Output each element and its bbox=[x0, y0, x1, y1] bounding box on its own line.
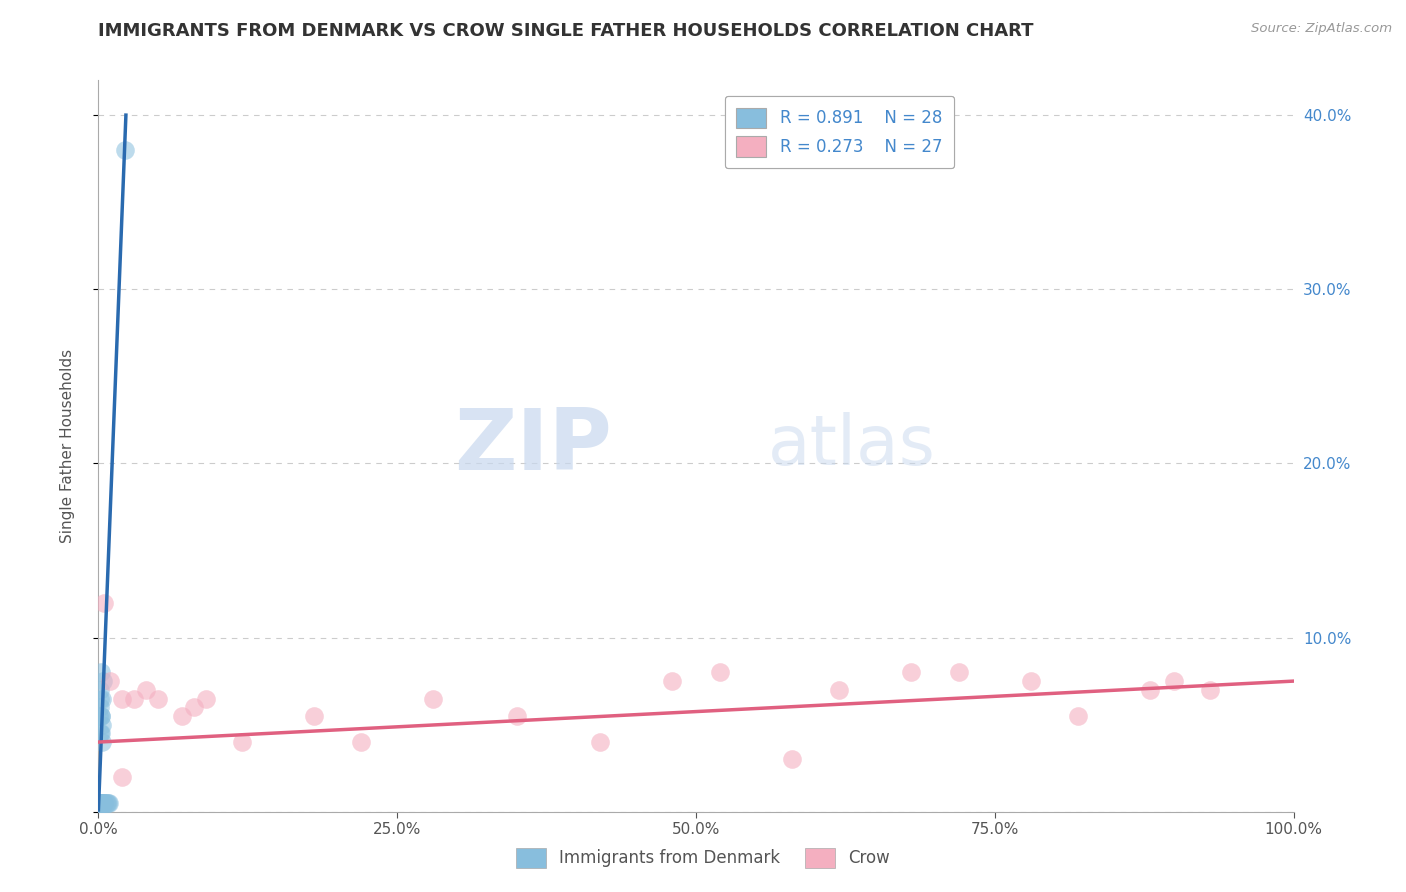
Point bbox=[1139, 682, 1161, 697]
Point bbox=[111, 770, 134, 784]
Point bbox=[350, 735, 373, 749]
Point bbox=[1198, 682, 1220, 697]
Point bbox=[93, 796, 115, 810]
Point bbox=[89, 682, 111, 697]
Point bbox=[90, 709, 112, 723]
Point bbox=[828, 682, 851, 697]
Point bbox=[91, 796, 114, 810]
Point bbox=[1019, 674, 1042, 689]
Point bbox=[302, 709, 325, 723]
Point bbox=[91, 717, 114, 731]
Point bbox=[422, 691, 444, 706]
Point bbox=[94, 796, 117, 810]
Point bbox=[506, 709, 529, 723]
Point bbox=[93, 596, 115, 610]
Point bbox=[91, 674, 114, 689]
Point bbox=[589, 735, 612, 749]
Point bbox=[98, 674, 122, 689]
Point bbox=[183, 700, 205, 714]
Point bbox=[231, 735, 253, 749]
Point bbox=[709, 665, 731, 680]
Point bbox=[91, 796, 114, 810]
Text: IMMIGRANTS FROM DENMARK VS CROW SINGLE FATHER HOUSEHOLDS CORRELATION CHART: IMMIGRANTS FROM DENMARK VS CROW SINGLE F… bbox=[98, 22, 1033, 40]
Point bbox=[90, 665, 112, 680]
Point bbox=[114, 143, 136, 157]
Point bbox=[90, 726, 112, 740]
Point bbox=[97, 796, 120, 810]
Point bbox=[90, 796, 112, 810]
Point bbox=[948, 665, 970, 680]
Point bbox=[172, 709, 194, 723]
Point bbox=[89, 700, 111, 714]
Point bbox=[780, 752, 803, 766]
Point bbox=[89, 709, 111, 723]
Point bbox=[661, 674, 683, 689]
Text: Source: ZipAtlas.com: Source: ZipAtlas.com bbox=[1251, 22, 1392, 36]
Point bbox=[91, 691, 114, 706]
Point bbox=[90, 796, 112, 810]
Legend: Immigrants from Denmark, Crow: Immigrants from Denmark, Crow bbox=[509, 841, 897, 875]
Point bbox=[1163, 674, 1185, 689]
Point bbox=[93, 796, 115, 810]
Point bbox=[89, 796, 111, 810]
Text: atlas: atlas bbox=[768, 412, 935, 480]
Point bbox=[135, 682, 157, 697]
Point bbox=[91, 796, 114, 810]
Point bbox=[98, 796, 121, 810]
Point bbox=[90, 709, 112, 723]
Point bbox=[89, 726, 111, 740]
Point bbox=[91, 735, 114, 749]
Point bbox=[1067, 709, 1090, 723]
Point bbox=[124, 691, 146, 706]
Point bbox=[89, 691, 111, 706]
Legend: R = 0.891    N = 28, R = 0.273    N = 27: R = 0.891 N = 28, R = 0.273 N = 27 bbox=[725, 96, 953, 169]
Y-axis label: Single Father Households: Single Father Households bbox=[60, 349, 75, 543]
Point bbox=[194, 691, 218, 706]
Point bbox=[89, 796, 111, 810]
Point bbox=[96, 796, 118, 810]
Point bbox=[148, 691, 170, 706]
Point bbox=[111, 691, 134, 706]
Point bbox=[900, 665, 922, 680]
Text: ZIP: ZIP bbox=[454, 404, 613, 488]
Point bbox=[87, 796, 110, 810]
